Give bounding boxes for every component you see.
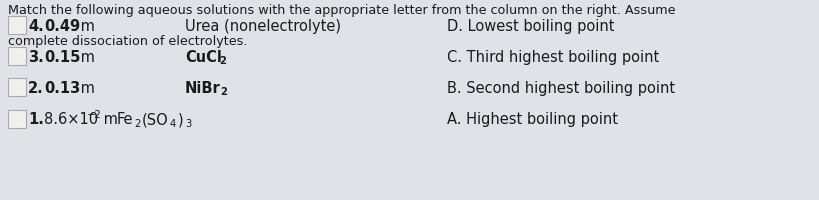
Text: A. Highest boiling point: A. Highest boiling point [446,112,618,126]
Text: 2: 2 [219,87,227,97]
Text: m: m [76,19,95,33]
FancyBboxPatch shape [8,17,26,35]
FancyBboxPatch shape [8,79,26,97]
Text: 0.13: 0.13 [44,81,80,95]
Text: 2.: 2. [28,81,43,95]
Text: 8.6×10: 8.6×10 [44,112,98,126]
FancyBboxPatch shape [8,48,26,66]
Text: 1.: 1. [28,112,44,126]
Text: Fe: Fe [117,112,133,126]
Text: 4: 4 [170,118,176,128]
Text: complete dissociation of electrolytes.: complete dissociation of electrolytes. [8,35,247,48]
Text: C. Third highest boiling point: C. Third highest boiling point [446,50,658,64]
Text: Match the following aqueous solutions with the appropriate letter from the colum: Match the following aqueous solutions wi… [8,4,675,17]
Text: 0.15: 0.15 [44,50,80,64]
Text: m: m [76,50,95,64]
FancyBboxPatch shape [8,110,26,128]
Text: CuCl: CuCl [185,50,222,64]
Text: −2: −2 [87,109,102,119]
Text: Urea (nonelectrolyte): Urea (nonelectrolyte) [185,19,341,33]
Text: (SO: (SO [142,112,169,126]
Text: 4.: 4. [28,19,43,33]
Text: m: m [76,81,95,95]
Text: 3.: 3. [28,50,43,64]
Text: 2: 2 [219,56,225,66]
Text: D. Lowest boiling point: D. Lowest boiling point [446,19,613,33]
Text: ): ) [178,112,183,126]
Text: B. Second highest boiling point: B. Second highest boiling point [446,81,674,95]
Text: 3: 3 [185,118,191,128]
Text: m: m [99,112,122,126]
Text: 2: 2 [133,118,140,128]
Text: 0.49: 0.49 [44,19,80,33]
Text: NiBr: NiBr [185,81,220,95]
